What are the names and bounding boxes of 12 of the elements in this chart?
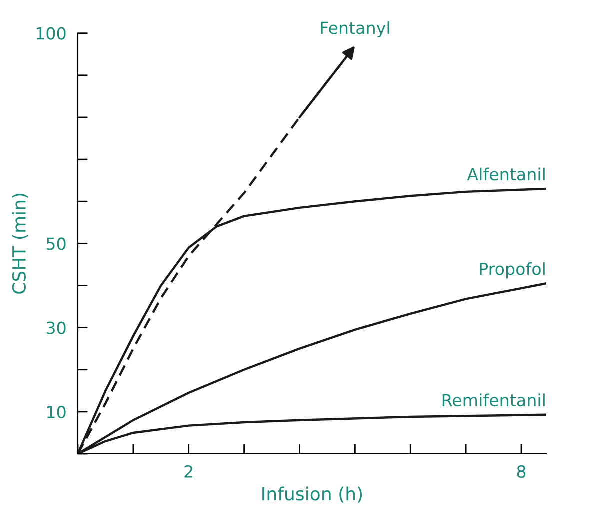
y-tick-label: 30: [46, 322, 66, 334]
y-tick-label: 10: [47, 406, 66, 419]
x-tick-label: 2: [184, 465, 192, 478]
x-axis-title: Infusion (h): [262, 486, 362, 503]
y-tick-label: 100: [36, 27, 66, 40]
y-axis-title: CSHT (min): [12, 194, 28, 294]
series-label: Alfentanil: [467, 168, 545, 181]
series-label: Remifentanil: [442, 394, 545, 407]
x-tick-label: 8: [517, 465, 526, 478]
y-tick-label: 50: [46, 238, 66, 250]
series-label: Fentanyl: [321, 21, 390, 38]
series-label: Propofol: [480, 262, 545, 279]
